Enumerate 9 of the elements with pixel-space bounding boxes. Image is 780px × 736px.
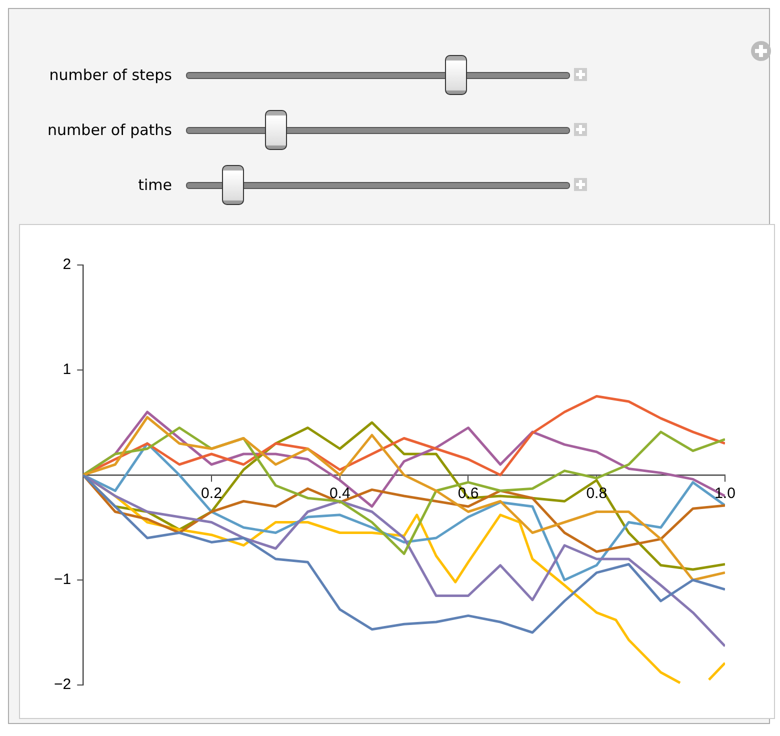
y-tick-label: −2 <box>54 676 72 694</box>
x-tick-label: 0.2 <box>201 485 222 502</box>
text: time <box>137 176 173 194</box>
x-tick-label: 0.4 <box>329 485 350 502</box>
text: number of paths <box>46 120 173 138</box>
text: number of steps <box>48 66 173 84</box>
y-tick-label: 2 <box>62 256 72 274</box>
y-tick-label: 1 <box>62 361 72 378</box>
y-tick-label: −1 <box>54 571 72 588</box>
